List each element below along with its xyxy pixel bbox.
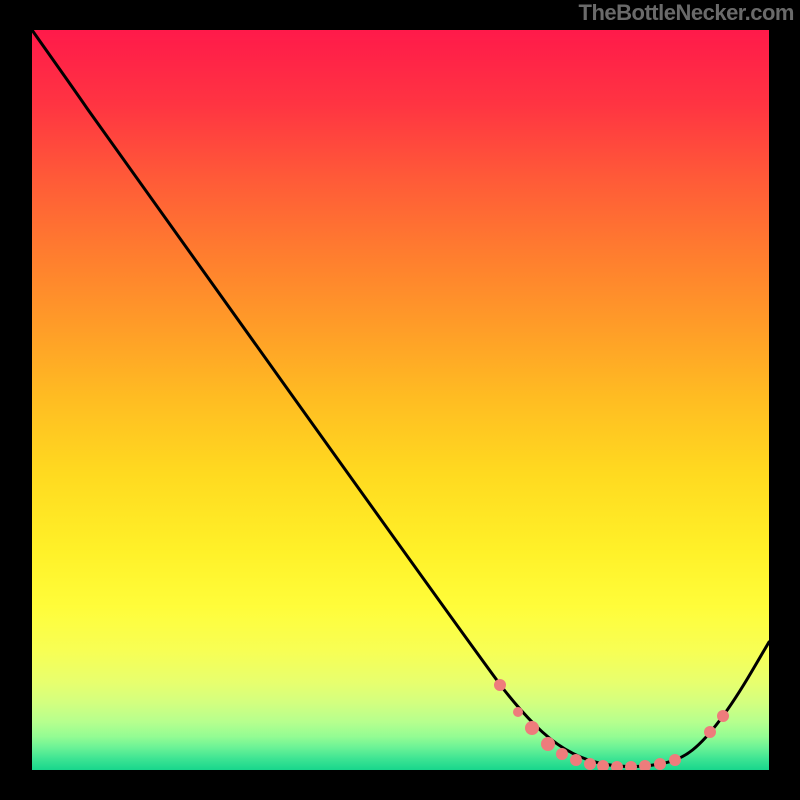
- data-marker: [669, 754, 681, 766]
- data-marker: [525, 721, 539, 735]
- data-marker: [625, 761, 637, 773]
- data-marker: [541, 737, 555, 751]
- data-marker: [639, 760, 651, 772]
- watermark-text: TheBottleNecker.com: [579, 0, 794, 26]
- chart-container: TheBottleNecker.com: [0, 0, 800, 800]
- data-marker: [654, 758, 666, 770]
- plot-background: [32, 30, 769, 770]
- data-marker: [584, 758, 596, 770]
- data-marker: [494, 679, 506, 691]
- data-marker: [717, 710, 729, 722]
- data-marker: [704, 726, 716, 738]
- data-marker: [611, 761, 623, 773]
- data-marker: [597, 760, 609, 772]
- data-marker: [570, 754, 582, 766]
- chart-svg: [0, 0, 800, 800]
- data-marker: [556, 748, 568, 760]
- data-marker: [513, 707, 523, 717]
